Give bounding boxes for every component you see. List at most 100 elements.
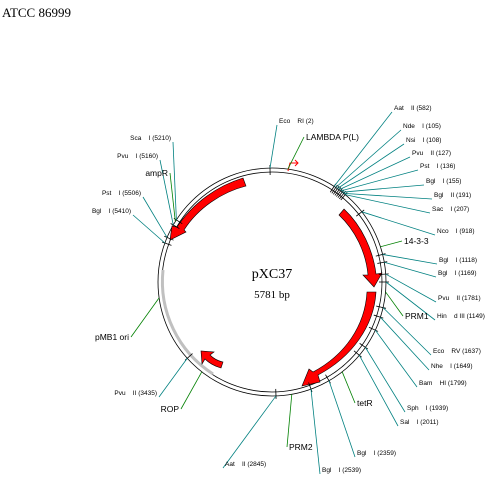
site-tick <box>378 273 389 275</box>
site-label: Bgl II (191) <box>434 192 471 199</box>
site-leader-line <box>374 329 418 388</box>
site-leader-line <box>338 156 411 191</box>
site-tick <box>339 190 346 200</box>
feature-label: tetR <box>357 398 373 408</box>
site-label: Sph I (1939) <box>407 405 448 412</box>
site-label: Pvu II (3435) <box>114 390 157 397</box>
site-tick <box>170 223 180 229</box>
site-tick <box>375 253 386 257</box>
ampr-arrow <box>169 177 247 241</box>
site-label: Bgl I (1169) <box>438 270 477 277</box>
site-label: Bgl I (1118) <box>439 257 477 264</box>
site-leader-lines <box>132 111 438 475</box>
plasmid-name: pXC37 <box>252 267 292 282</box>
site-tick <box>334 187 342 196</box>
site-leader-line <box>382 307 432 356</box>
site-tick <box>353 350 362 358</box>
feature-leader-lines <box>130 136 404 448</box>
site-tick <box>336 188 343 197</box>
site-label: Sal I (2011) <box>400 419 439 426</box>
feature-label: 14-3-3 <box>404 236 429 246</box>
site-label: Nco I (918) <box>437 228 475 235</box>
site-tick <box>373 314 384 319</box>
site-label: Pvu I (5160) <box>117 153 158 160</box>
site-label: Nde I (105) <box>403 123 441 130</box>
site-label: Bam HI (1799) <box>419 380 467 387</box>
site-leader-line <box>335 129 402 188</box>
site-leader-line <box>342 184 425 193</box>
gene-14-3-3-arrow <box>338 208 383 288</box>
site-leader-line <box>365 347 406 413</box>
site-leader-line <box>382 254 438 265</box>
feature-leader-line <box>380 240 403 248</box>
feature-label: PRM1 <box>405 311 429 321</box>
site-leader-line <box>310 389 321 475</box>
site-label: Aat II (2845) <box>225 461 266 468</box>
site-tick <box>359 343 369 350</box>
site-label: Sca I (5210) <box>130 135 171 142</box>
feature-leader-line <box>169 172 176 222</box>
site-tick <box>376 305 387 309</box>
site-label: Eco RI (2) <box>279 118 314 125</box>
site-labels: Eco RI (2) Aat II (582) Nde I (105) Nsi I (… <box>92 105 485 474</box>
site-leader-line <box>159 159 174 226</box>
site-tick <box>356 209 365 217</box>
site-tick <box>377 261 388 264</box>
site-leader-line <box>384 261 437 278</box>
site-label: Aat II (582) <box>394 105 432 112</box>
feature-leader-line <box>341 371 356 404</box>
site-tick <box>368 326 379 332</box>
site-leader-line <box>158 358 188 398</box>
site-label: Pst I (136) <box>420 163 455 170</box>
site-leader-line <box>337 143 405 189</box>
tetr-arrow <box>301 291 377 387</box>
site-label: Pvu II (127) <box>412 150 451 157</box>
site-leader-line <box>333 111 393 187</box>
feature-label: ROP <box>161 404 180 414</box>
site-leader-line <box>343 193 433 200</box>
site-leader-line <box>132 214 166 244</box>
rop-arrow <box>200 350 224 369</box>
feature-label: LAMBDA P(L) <box>306 132 359 142</box>
site-tick <box>333 185 340 195</box>
site-ticks <box>161 165 389 399</box>
strain-header: ATCC 86999 <box>2 5 71 20</box>
feature-leader-line <box>385 291 404 317</box>
plasmid-backbone <box>157 167 387 397</box>
site-label: Hin d III (1149) <box>437 313 485 320</box>
plasmid-size: 5781 bp <box>254 289 290 301</box>
site-label: Nhe I (1649) <box>431 363 473 370</box>
site-tick <box>337 189 345 198</box>
site-label: Eco RV (1637) <box>433 348 481 355</box>
feature-label: ampR <box>145 168 168 178</box>
site-leader-line <box>345 194 431 214</box>
site-tick <box>161 241 172 246</box>
site-leader-line <box>269 124 278 169</box>
feature-label: pMB1 ori <box>95 332 129 342</box>
site-label: Nsi I (108) <box>406 137 441 144</box>
site-leader-line <box>358 355 399 427</box>
site-leader-line <box>385 273 437 303</box>
site-leader-line <box>385 281 436 321</box>
site-label: Sac I (207) <box>432 206 469 213</box>
site-label: Pvu II (1781) <box>438 295 481 302</box>
site-leader-line <box>172 141 177 220</box>
feature-leader-line <box>287 136 305 170</box>
feature-leader-line <box>286 394 293 448</box>
site-leader-line <box>328 380 356 458</box>
site-tick <box>164 235 174 241</box>
feature-labels: LAMBDA P(L) 14-3-3 PRM1 tetR PRM2 ROP pMB1 ori… <box>95 132 429 452</box>
site-leader-line <box>361 211 436 236</box>
site-leader-line <box>142 196 168 238</box>
site-label: Bgl I (2539) <box>322 467 361 474</box>
site-label: Bgl I (5410) <box>92 208 131 215</box>
site-label: Bgl I (155) <box>426 178 461 185</box>
site-label: Bgl I (2359) <box>357 450 396 457</box>
feature-leader-line <box>180 371 203 410</box>
feature-arrows <box>169 177 383 387</box>
site-leader-line <box>380 316 430 371</box>
site-leader-line <box>222 395 277 469</box>
feature-leader-line <box>130 297 160 338</box>
site-label: Pst I (5506) <box>102 190 141 197</box>
